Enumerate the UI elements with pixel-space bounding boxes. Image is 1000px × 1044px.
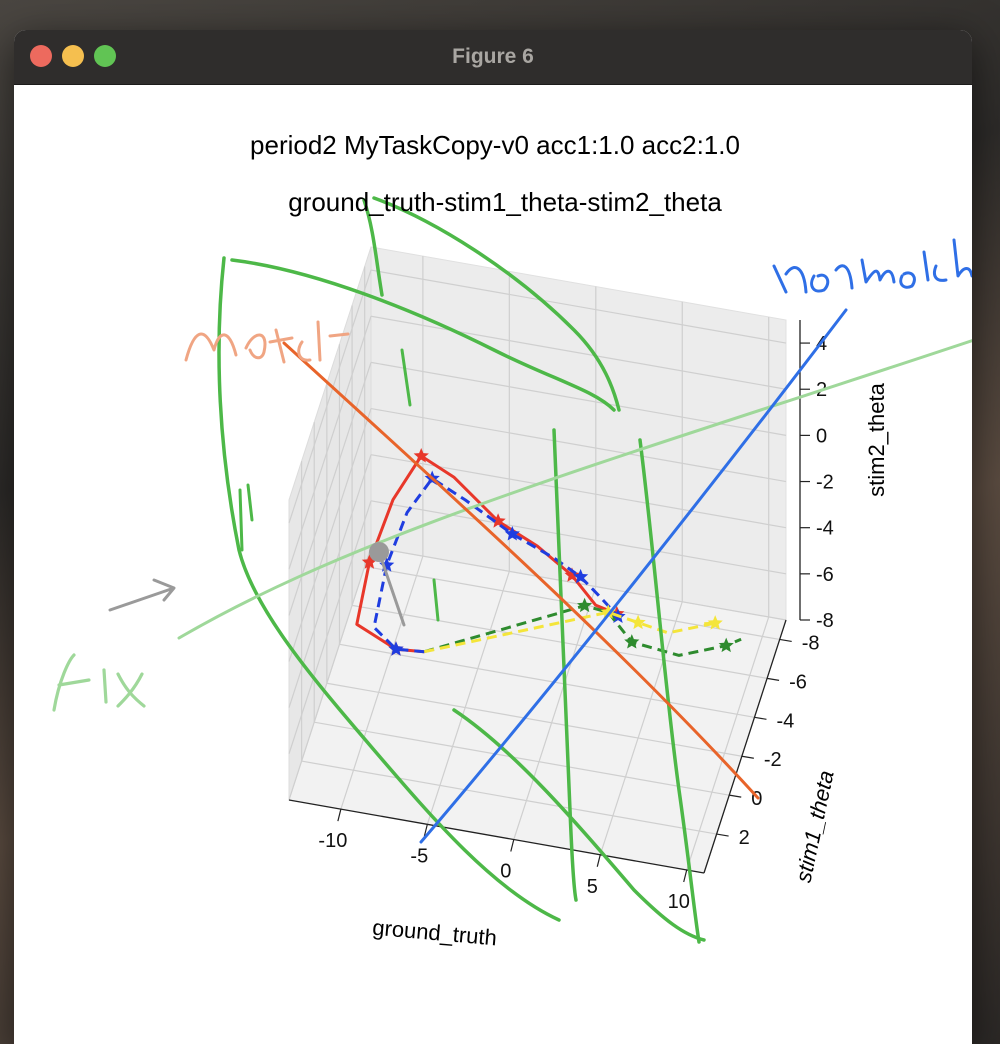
x-axis-line: [288, 799, 705, 874]
x-tick-label: 10: [668, 891, 690, 913]
close-window-button[interactable]: [30, 45, 52, 67]
grid-line: [513, 586, 597, 840]
ink-green-stroke: [552, 428, 578, 902]
ink-green-stroke: [217, 256, 561, 922]
grid-line: [340, 555, 424, 810]
grid-line: [288, 316, 372, 570]
grid-line: [288, 500, 372, 755]
y-tick-mark: [741, 755, 754, 759]
data-point-marker: [413, 448, 429, 463]
x-tick-mark: [510, 839, 515, 852]
y-tick-mark: [779, 638, 792, 643]
data-series: [355, 448, 742, 657]
ink-nonmatch-line: [419, 308, 848, 844]
z-tick-label: -6: [816, 564, 834, 586]
y-tick-mark: [754, 716, 767, 720]
data-point-marker: [707, 615, 723, 630]
z-axis-label: stim2_theta: [864, 382, 889, 496]
ink-green-stroke: [372, 196, 621, 412]
y-tick-label: -6: [789, 671, 807, 693]
data-point-marker: [573, 568, 589, 584]
grid-line: [351, 604, 768, 679]
ink-arrow: [108, 578, 176, 612]
data-point-marker: [504, 526, 520, 541]
zoom-window-button[interactable]: [94, 45, 116, 67]
x-tick-label: -10: [318, 830, 347, 852]
grid-line: [339, 643, 755, 718]
y-axis-label: stim1_theta: [791, 768, 839, 884]
x-tick-label: -5: [410, 845, 428, 867]
y-tick-mark: [729, 794, 742, 798]
grid-line: [288, 269, 372, 524]
chart-title: period2 MyTaskCopy-v0 acc1:1.0 acc2:1.0: [250, 130, 740, 160]
data-point-marker: [361, 554, 377, 569]
y-tick-label: 2: [739, 827, 750, 849]
y-tick-mark: [766, 677, 780, 681]
grid-line: [370, 500, 787, 575]
x-tick-mark: [683, 869, 688, 883]
ink-fix-line: [177, 339, 972, 640]
window-titlebar[interactable]: Figure 6: [14, 30, 972, 85]
ink-gray-stroke: [377, 550, 406, 627]
y-tick-mark: [716, 833, 729, 837]
y-tick-label: -4: [776, 710, 794, 732]
ink-green-stroke: [362, 198, 384, 297]
grid-line: [426, 571, 510, 825]
ink-green-stroke: [238, 483, 254, 552]
ink-green-stroke: [230, 258, 616, 412]
z-tick-label: -4: [816, 518, 834, 540]
y-axis-line: [703, 619, 787, 874]
ink-green-stroke: [400, 348, 412, 407]
x-tick-label: 0: [500, 861, 511, 883]
ink-green-stroke: [638, 438, 701, 944]
ink-nonmatch-text: [772, 238, 972, 294]
figure-window: Figure 6 -10 -5 0 5 10 2 0 -2 -4 -6 -8 4 2 0 -2 -4 -6 -8 …: [14, 30, 972, 1044]
z-tick-label: -8: [816, 610, 834, 632]
ink-fix-text: [52, 653, 146, 712]
grid-line: [599, 601, 683, 855]
x-tick-mark: [596, 854, 601, 867]
grid-line: [370, 315, 787, 390]
grid-line: [370, 269, 787, 344]
ink-green-stroke: [452, 708, 706, 942]
minimize-window-button[interactable]: [62, 45, 84, 67]
data-point-marker: [718, 637, 734, 653]
grid-line: [301, 760, 717, 835]
data-point-marker: [564, 567, 580, 582]
grid-line: [288, 546, 372, 801]
ink-green-stroke: [432, 578, 440, 622]
y-tick-label: -8: [802, 632, 820, 654]
data-point-marker: [624, 634, 640, 649]
grid-line: [314, 721, 730, 796]
data-point-marker: [630, 614, 646, 630]
data-point-marker: [490, 513, 506, 528]
z-tick-label: 0: [816, 425, 827, 447]
x-axis-label: ground_truth: [371, 915, 497, 951]
grid-line: [288, 408, 372, 662]
x-tick-mark: [423, 824, 428, 837]
ink-match-line: [282, 341, 760, 800]
grid-line: [288, 362, 372, 616]
data-point-marker: [388, 641, 404, 656]
ink-match-text: [184, 320, 350, 364]
data-point-marker: [379, 557, 395, 572]
chart-subtitle: ground_truth-stim1_theta-stim2_theta: [288, 187, 722, 217]
z-tick-label: -2: [816, 472, 834, 494]
y-tick-label: 0: [751, 788, 762, 810]
data-point-marker: [600, 604, 616, 619]
x-tick-label: 5: [587, 876, 598, 898]
grid-line: [370, 407, 787, 483]
window-title: Figure 6: [452, 45, 534, 68]
x-tick-mark: [337, 808, 342, 822]
y-tick-label: -2: [764, 749, 782, 771]
data-point-marker: [577, 597, 593, 613]
grid-line: [686, 616, 770, 871]
handwritten-annotations: [52, 196, 972, 944]
